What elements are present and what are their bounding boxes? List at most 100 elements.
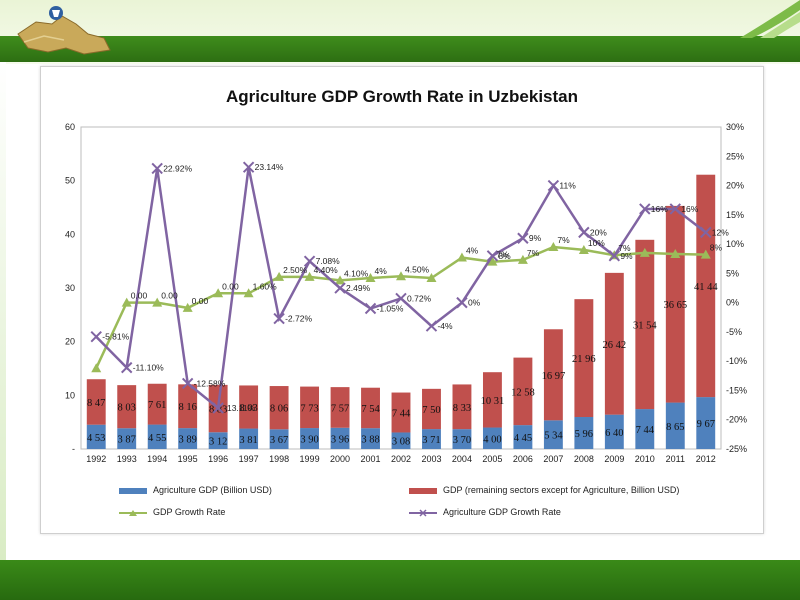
agri-growth-label: 20%: [590, 227, 607, 237]
bar-other-gdp: [269, 386, 289, 430]
y-tick-label: -: [72, 444, 75, 454]
bar-label-agri: 4 53: [87, 433, 105, 444]
bar-label-other: 8 47: [87, 398, 105, 409]
bar-other-gdp: [178, 384, 198, 429]
gdp-growth-point: [213, 288, 224, 298]
y-tick-label: 40: [65, 229, 75, 239]
bar-label-agri: 3 67: [270, 435, 288, 446]
legend-item-other-gdp: GDP (remaining sectors except for Agricu…: [409, 485, 679, 495]
bar-agri-gdp: [574, 417, 594, 449]
agri-growth-point: [608, 250, 621, 262]
bar-label-other: 7 54: [361, 404, 380, 415]
agri-growth-point: [90, 330, 102, 343]
bar-label-other: 41 44: [694, 282, 718, 293]
x-tick-label: 2004: [452, 454, 472, 464]
bar-agri-gdp: [604, 414, 624, 449]
bar-agri-gdp: [391, 432, 411, 449]
chart-plot: - 10 20 30 40 50 60 -25% -20% -15% -10% -5% 0% 5% 10% 1…: [65, 122, 747, 464]
bar-label-other: 31 54: [633, 320, 657, 331]
legend-line-green: [119, 509, 147, 516]
x-tick-label: 2011: [666, 454, 685, 464]
gdp-growth-label: 0.00: [192, 296, 209, 306]
agri-growth-label: 22.92%: [163, 163, 192, 173]
gdp-growth-label: 4.10%: [344, 268, 369, 278]
y2-tick-label: -10%: [726, 356, 747, 366]
legend-swatch-blue: [119, 487, 147, 494]
agri-growth-label: 23.14%: [255, 162, 284, 172]
gdp-growth-point: [426, 273, 437, 283]
x-tick-label: 2009: [604, 454, 624, 464]
bar-agri-gdp: [422, 429, 441, 449]
bar-agri-gdp: [452, 429, 472, 449]
y2-tick-label: 10%: [726, 239, 744, 249]
agri-growth-point: [669, 203, 681, 215]
bar-other-gdp: [574, 299, 594, 418]
bar-other-gdp: [86, 379, 106, 425]
y2-tick-label: 30%: [726, 122, 744, 132]
agri-growth-label: -11.10%: [133, 363, 164, 373]
agri-growth-point: [517, 232, 529, 244]
y2-tick-label: -20%: [726, 415, 747, 425]
chart-panel: Agriculture GDP Growth Rate in Uzbekista…: [40, 66, 764, 534]
bar-label-agri: 4 45: [514, 433, 532, 444]
agri-growth-label: -4%: [437, 321, 453, 331]
agri-growth-label: -1.05%: [377, 303, 404, 313]
bar-other-gdp: [361, 387, 380, 429]
gdp-growth-label: 0.00: [222, 281, 239, 291]
legend-swatch-red: [409, 487, 437, 494]
bar-label-agri: 7 44: [636, 425, 655, 436]
x-tick-label: 2001: [361, 454, 381, 464]
agri-growth-point: [151, 162, 163, 175]
bar-other-gdp: [330, 387, 350, 428]
agri-growth-point: [547, 179, 560, 192]
bar-label-agri: 3 88: [361, 435, 379, 446]
agri-growth-point: [486, 250, 499, 262]
bar-agri-gdp: [178, 428, 198, 449]
bar-label-other: 7 44: [392, 409, 411, 420]
agri-growth-label: -5.81%: [102, 332, 129, 342]
legend-label: GDP Growth Rate: [153, 507, 226, 517]
y-tick-label: 10: [65, 390, 75, 400]
agri-growth-point: [364, 302, 377, 315]
gdp-growth-point: [578, 244, 589, 254]
gdp-growth-point: [274, 271, 285, 281]
bar-label-other: 8 06: [270, 404, 288, 415]
map-emblem-icon: [17, 6, 111, 55]
bar-agri-gdp: [665, 402, 685, 449]
x-tick-label: 1999: [300, 454, 320, 464]
agri-growth-label: 8%: [498, 251, 511, 261]
bar-label-other: 8 33: [453, 403, 471, 414]
gdp-growth-point: [487, 256, 498, 266]
y-tick-label: 20: [65, 337, 75, 347]
agri-growth-label: 0%: [468, 298, 481, 308]
gdp-growth-point: [670, 249, 681, 259]
gdp-growth-point: [243, 288, 254, 298]
x-tick-label: 1994: [147, 454, 167, 464]
legend-item-agri-gdp: Agriculture GDP (Billion USD): [119, 485, 272, 495]
x-tick-label: 1997: [239, 454, 259, 464]
bar-agri-gdp: [330, 427, 350, 449]
agri-growth-label: 2.49%: [346, 283, 371, 293]
gdp-growth-label: 0.00: [161, 291, 178, 301]
bar-other-gdp: [422, 388, 441, 430]
x-tick-label: 2006: [513, 454, 533, 464]
bar-label-other: 21 96: [572, 354, 596, 365]
bar-label-other: 12 58: [511, 387, 535, 398]
legend-label: Agriculture GDP Growth Rate: [443, 507, 561, 517]
agri-growth-point: [121, 361, 133, 374]
bar-label-agri: 5 96: [575, 429, 593, 440]
header-green-bar: [0, 36, 800, 62]
gdp-growth-label: 4%: [466, 246, 479, 256]
x-tick-label: 2002: [391, 454, 411, 464]
bar-label-agri: 3 70: [453, 435, 471, 446]
agri-growth-label: -13.11%: [224, 403, 255, 413]
gdp-growth-label: 2.50%: [283, 265, 308, 275]
bar-label-other: 7 57: [331, 403, 349, 414]
bar-other-gdp: [635, 239, 655, 410]
bar-agri-gdp: [117, 428, 137, 449]
agri-growth-point: [456, 296, 468, 309]
bar-agri-gdp: [208, 432, 228, 449]
x-tick-label: 2010: [635, 454, 655, 464]
gdp-growth-label: 7%: [557, 235, 570, 245]
bar-label-other: 8 03: [118, 403, 136, 414]
